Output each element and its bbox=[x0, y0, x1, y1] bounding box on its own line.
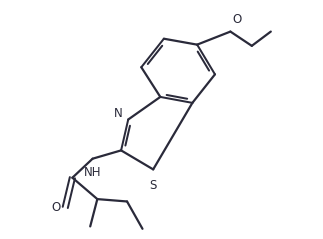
Text: NH: NH bbox=[84, 166, 101, 179]
Text: S: S bbox=[150, 179, 157, 192]
Text: N: N bbox=[114, 107, 122, 120]
Text: O: O bbox=[51, 201, 60, 214]
Text: O: O bbox=[232, 13, 242, 26]
